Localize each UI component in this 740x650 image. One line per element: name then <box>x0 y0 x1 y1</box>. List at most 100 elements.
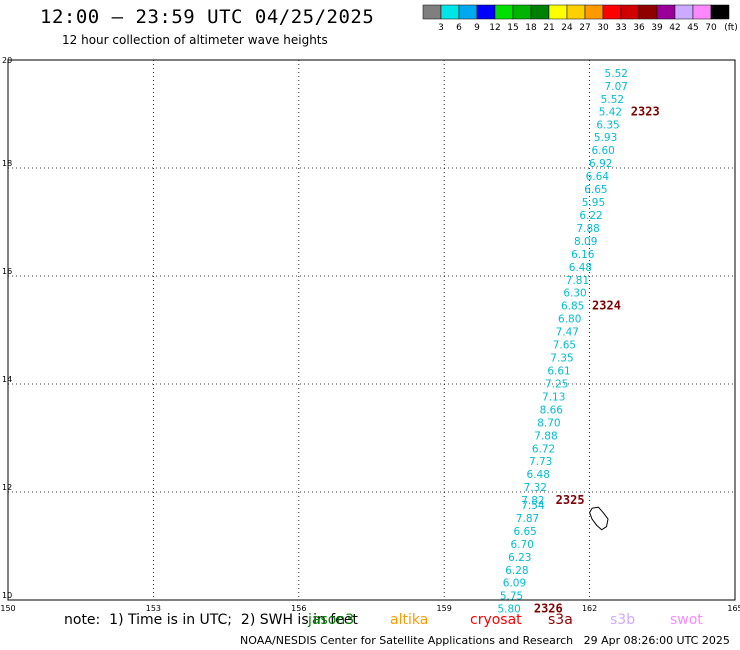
wave-height-point: 7.65 <box>553 340 576 352</box>
x-tick-label: 162 <box>582 604 597 613</box>
legend-jason3: jason3 <box>308 612 355 628</box>
wave-height-point: 6.65 <box>584 184 607 196</box>
wave-height-point: 5.52 <box>601 94 624 106</box>
y-tick-label: 14 <box>2 375 12 384</box>
wave-height-point: 6.60 <box>591 145 614 157</box>
colorbar-swatch <box>692 4 712 20</box>
track-label: 2325 <box>556 493 585 507</box>
legend-cryosat: cryosat <box>470 612 522 628</box>
wave-height-point: 7.88 <box>576 223 599 235</box>
wave-height-point: 6.85 <box>561 301 584 313</box>
footer-credit: NOAA/NESDIS Center for Satellite Applica… <box>240 634 730 647</box>
wave-height-point: 7.73 <box>529 456 552 468</box>
colorbar-swatch <box>512 4 532 20</box>
colorbar-label: 45 <box>687 23 698 33</box>
colorbar-label: 9 <box>474 23 480 33</box>
wave-height-point: 6.48 <box>569 262 592 274</box>
timestamp-text: 29 Apr 08:26:00 UTC 2025 <box>583 634 730 647</box>
colorbar-swatch <box>530 4 550 20</box>
colorbar-unit: (ft) <box>724 23 738 33</box>
wave-height-point: 5.80 <box>497 604 520 616</box>
colorbar-swatch <box>476 4 496 20</box>
track-label: 2324 <box>592 299 621 313</box>
colorbar-label: 15 <box>507 23 518 33</box>
y-tick-label: 10 <box>2 591 12 600</box>
page-subtitle: 12 hour collection of altimeter wave hei… <box>62 33 328 47</box>
legend-swot: swot <box>670 612 703 628</box>
wave-height-point: 6.92 <box>589 158 612 170</box>
colorbar-label: 70 <box>705 23 717 33</box>
y-tick-label: 18 <box>2 159 12 168</box>
colorbar-swatch <box>602 4 622 20</box>
colorbar-label: 3 <box>438 23 444 33</box>
track-label: 2326 <box>534 602 563 616</box>
track-label: 2323 <box>631 104 660 118</box>
colorbar-swatch <box>584 4 604 20</box>
colorbar-swatch <box>674 4 694 20</box>
wave-height-point: 7.54 <box>521 500 545 512</box>
x-tick-label: 150 <box>0 604 15 613</box>
wave-height-point: 7.13 <box>542 391 565 403</box>
wave-height-point: 7.32 <box>524 482 547 494</box>
credit-text: NOAA/NESDIS Center for Satellite Applica… <box>240 634 574 647</box>
wave-height-point: 6.70 <box>511 539 534 551</box>
wave-height-point: 8.70 <box>537 417 560 429</box>
colorbar-swatch <box>656 4 676 20</box>
x-tick-label: 153 <box>146 604 161 613</box>
colorbar-label: 24 <box>561 23 573 33</box>
wave-height-point: 7.82 <box>521 495 544 507</box>
colorbar-swatch <box>458 4 478 20</box>
wave-height-point: 6.22 <box>579 210 602 222</box>
colorbar-swatch <box>548 4 568 20</box>
colorbar-label: 42 <box>669 23 680 33</box>
island-outline <box>589 506 609 531</box>
wave-height-point: 6.65 <box>513 526 536 538</box>
colorbar-label: 33 <box>615 23 626 33</box>
wave-height-point: 5.52 <box>605 68 628 80</box>
wave-height-point: 6.48 <box>527 469 550 481</box>
colorbar-label: 21 <box>543 23 554 33</box>
colorbar-label: 27 <box>579 23 590 33</box>
colorbar-swatch <box>566 4 586 20</box>
x-tick-label: 156 <box>291 604 306 613</box>
legend-s3b: s3b <box>610 612 636 628</box>
wave-height-point: 7.25 <box>545 378 568 390</box>
wave-height-point: 6.28 <box>505 565 528 577</box>
wave-height-point: 6.30 <box>563 288 586 300</box>
colorbar-label: 30 <box>597 23 609 33</box>
plot-frame <box>7 59 736 601</box>
wave-height-point: 5.42 <box>599 106 622 118</box>
wave-height-point: 7.88 <box>534 430 557 442</box>
wave-height-point: 6.16 <box>571 249 595 261</box>
wave-height-point: 8.09 <box>574 236 597 248</box>
wave-height-point: 7.47 <box>556 327 579 339</box>
colorbar-swatch <box>638 4 658 20</box>
colorbar-label: 39 <box>651 23 663 33</box>
colorbar-label: 12 <box>489 23 500 33</box>
wave-height-point: 6.61 <box>547 366 570 378</box>
wave-height-point: 8.66 <box>540 404 564 416</box>
y-tick-label: 20 <box>2 56 12 65</box>
wave-height-point: 7.87 <box>516 513 539 525</box>
wave-height-point: 6.64 <box>586 171 610 183</box>
wave-height-point: 7.07 <box>605 81 628 93</box>
colorbar-swatch <box>620 4 640 20</box>
notes-text: note: 1) Time is in UTC; 2) SWH is in fe… <box>64 612 358 628</box>
wave-height-point: 7.81 <box>566 275 589 287</box>
wave-height-point: 7.35 <box>550 353 573 365</box>
x-tick-label: 165 <box>727 604 740 613</box>
wave-height-point: 6.35 <box>596 119 619 131</box>
wave-height-point: 6.72 <box>532 443 555 455</box>
wave-height-point: 6.09 <box>503 578 526 590</box>
colorbar-label: 6 <box>456 23 462 33</box>
colorbar-swatch <box>710 4 730 20</box>
legend-altika: altika <box>390 612 429 628</box>
colorbar-swatch <box>422 4 442 20</box>
wave-height-point: 5.93 <box>594 132 617 144</box>
y-tick-label: 12 <box>2 483 12 492</box>
page-title: 12:00 – 23:59 UTC 04/25/2025 <box>40 6 375 28</box>
x-tick-label: 159 <box>437 604 452 613</box>
wave-height-point: 5.75 <box>500 591 523 603</box>
y-tick-label: 16 <box>2 267 12 276</box>
